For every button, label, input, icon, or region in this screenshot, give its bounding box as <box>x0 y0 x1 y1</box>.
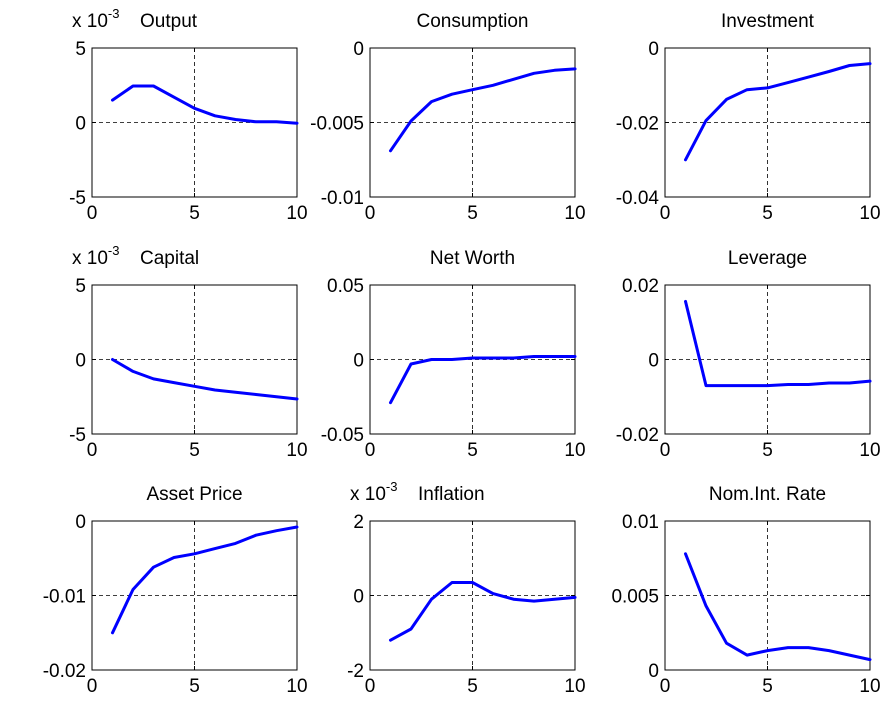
y-tick-label-3: 0.02 <box>622 276 659 297</box>
x-tick-label-1: 0 <box>365 203 376 224</box>
series-line-1 <box>684 552 872 662</box>
x-tick-label-1: 0 <box>660 440 671 461</box>
subplot-title: Inflation <box>418 484 485 505</box>
subplot-title: Investment <box>721 11 815 32</box>
x-tick-label-2: 5 <box>467 676 478 697</box>
y-tick-label-3: 0.01 <box>622 512 659 533</box>
x-tick-label-2: 5 <box>467 203 478 224</box>
x-tick-label-1: 0 <box>660 676 671 697</box>
y-tick-label-1: -0.01 <box>321 188 364 209</box>
series-line-1 <box>389 355 577 405</box>
axis-exponent-power: -3 <box>108 243 120 258</box>
x-tick-label-3: 10 <box>564 203 585 224</box>
x-tick-label-2: 5 <box>467 440 478 461</box>
subplot-title: Net Worth <box>430 248 515 269</box>
y-tick-label-3: 5 <box>75 39 86 60</box>
y-tick-label-1: -5 <box>69 425 86 446</box>
x-tick-label-1: 0 <box>87 440 98 461</box>
x-tick-label-3: 10 <box>286 440 307 461</box>
x-tick-label-1: 0 <box>660 203 671 224</box>
x-tick-label-1: 0 <box>365 440 376 461</box>
series-line-1 <box>389 67 577 153</box>
subplot-title: Nom.Int. Rate <box>709 484 826 505</box>
y-tick-label-2: 0 <box>648 351 659 372</box>
y-tick-label-1: -0.02 <box>43 661 86 682</box>
x-tick-label-3: 10 <box>286 203 307 224</box>
axis-exponent-power: -3 <box>108 6 120 21</box>
y-tick-label-2: -0.02 <box>616 114 659 135</box>
x-tick-label-3: 10 <box>859 203 880 224</box>
y-tick-label-1: -5 <box>69 188 86 209</box>
y-tick-label-1: -2 <box>347 661 364 682</box>
y-tick-label-3: 0.05 <box>327 276 364 297</box>
axis-exponent-power: -3 <box>386 479 398 494</box>
axis-exponent-base: x 10 <box>72 11 108 32</box>
y-tick-label-2: 0 <box>75 114 86 135</box>
y-tick-label-2: 0.005 <box>611 587 659 608</box>
x-tick-label-3: 10 <box>286 676 307 697</box>
series-line-1 <box>684 299 872 388</box>
subplot-title: Asset Price <box>146 484 242 505</box>
y-tick-label-1: 0 <box>648 661 659 682</box>
subplot-2: 0 5 10 -0.01 -0.005 0 Consumption <box>310 11 585 224</box>
y-tick-label-3: 0 <box>648 39 659 60</box>
x-tick-label-2: 5 <box>762 203 773 224</box>
y-tick-label-2: -0.01 <box>43 587 86 608</box>
y-tick-label-1: -0.05 <box>321 425 364 446</box>
axis-exponent-base: x 10 <box>72 248 108 269</box>
x-tick-label-3: 10 <box>564 440 585 461</box>
y-tick-label-2: -0.005 <box>310 114 364 135</box>
y-tick-label-2: 0 <box>353 587 364 608</box>
x-tick-label-2: 5 <box>189 440 200 461</box>
x-tick-label-3: 10 <box>859 440 880 461</box>
subplot-title: Consumption <box>417 11 529 32</box>
y-tick-label-3: 5 <box>75 276 86 297</box>
subplot-9: 0 5 10 0 0.005 0.01 Nom.Int. Rate <box>611 484 880 697</box>
x-tick-label-2: 5 <box>762 440 773 461</box>
x-tick-label-2: 5 <box>189 203 200 224</box>
y-tick-label-1: -0.02 <box>616 425 659 446</box>
subplot-title: Output <box>140 11 198 32</box>
x-tick-label-1: 0 <box>365 676 376 697</box>
series-line-1 <box>684 62 872 162</box>
series-line-1 <box>389 581 577 642</box>
subplot-3: 0 5 10 -0.04 -0.02 0 Investment <box>616 11 881 224</box>
subplot-7: 0 5 10 -0.02 -0.01 0 Asset Price <box>43 484 308 697</box>
x-tick-label-3: 10 <box>859 676 880 697</box>
y-tick-label-2: 0 <box>75 351 86 372</box>
x-tick-label-1: 0 <box>87 676 98 697</box>
y-tick-label-1: -0.04 <box>616 188 660 209</box>
axis-exponent-base: x 10 <box>350 484 386 505</box>
axis-exponent-label: x 10-3 <box>350 479 397 505</box>
series-line-1 <box>111 84 299 125</box>
y-tick-label-3: 0 <box>353 39 364 60</box>
series-line-1 <box>111 525 299 635</box>
x-tick-label-2: 5 <box>189 676 200 697</box>
axis-exponent-label: x 10-3 <box>72 6 119 32</box>
y-tick-label-3: 0 <box>75 512 86 533</box>
subplot-title: Capital <box>140 248 199 269</box>
subplot-title: Leverage <box>728 248 807 269</box>
x-tick-label-2: 5 <box>762 676 773 697</box>
y-tick-label-3: 2 <box>353 512 364 533</box>
x-tick-label-3: 10 <box>564 676 585 697</box>
y-tick-label-2: 0 <box>353 351 364 372</box>
series-line-1 <box>111 358 299 401</box>
axis-exponent-label: x 10-3 <box>72 243 119 269</box>
x-tick-label-1: 0 <box>87 203 98 224</box>
